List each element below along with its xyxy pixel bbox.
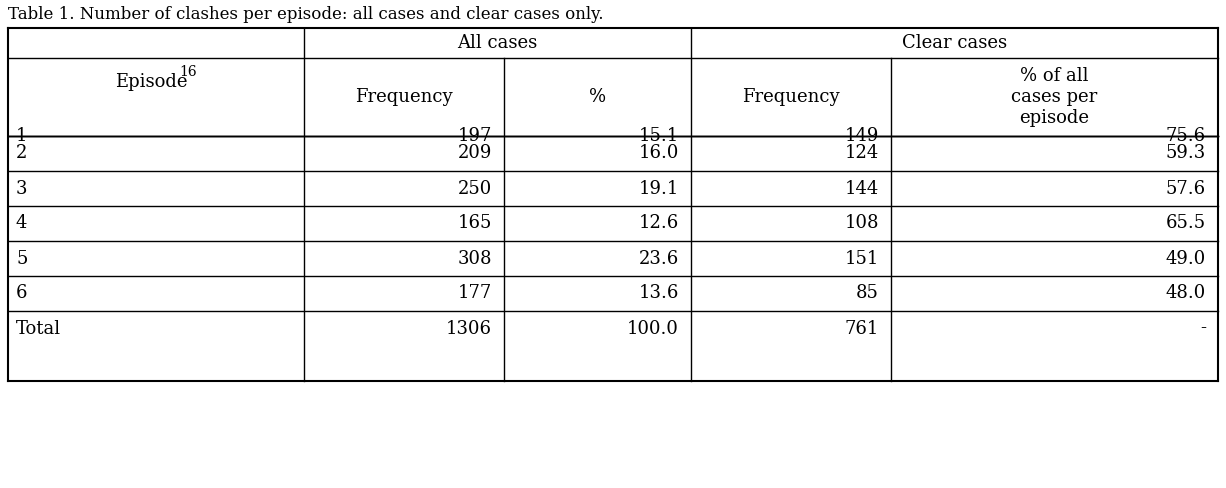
- Text: Episode: Episode: [115, 73, 188, 91]
- Text: 177: 177: [457, 285, 492, 303]
- Text: 13.6: 13.6: [639, 285, 679, 303]
- Text: 209: 209: [457, 144, 492, 163]
- Text: 49.0: 49.0: [1166, 249, 1206, 267]
- Text: 2: 2: [16, 144, 27, 163]
- Text: 761: 761: [845, 320, 879, 338]
- Text: 16: 16: [179, 65, 196, 79]
- Text: 57.6: 57.6: [1166, 180, 1206, 198]
- Text: -: -: [1200, 320, 1206, 338]
- Text: 6: 6: [16, 285, 27, 303]
- Text: Total: Total: [16, 320, 61, 338]
- Text: 165: 165: [457, 215, 492, 232]
- Text: Frequency: Frequency: [742, 88, 840, 106]
- Text: Frequency: Frequency: [356, 88, 452, 106]
- Text: Table 1. Number of clashes per episode: all cases and clear cases only.: Table 1. Number of clashes per episode: …: [9, 6, 603, 23]
- Text: 5: 5: [16, 249, 27, 267]
- Text: 149: 149: [845, 127, 879, 145]
- Text: Clear cases: Clear cases: [902, 34, 1007, 52]
- Text: 12.6: 12.6: [639, 215, 679, 232]
- Text: % of all
cases per
episode: % of all cases per episode: [1011, 67, 1097, 127]
- Text: 85: 85: [856, 285, 879, 303]
- Text: 1: 1: [16, 127, 27, 145]
- Text: 1306: 1306: [446, 320, 492, 338]
- Text: 15.1: 15.1: [639, 127, 679, 145]
- Text: 23.6: 23.6: [639, 249, 679, 267]
- Text: 4: 4: [16, 215, 27, 232]
- Text: 124: 124: [845, 144, 879, 163]
- Text: 65.5: 65.5: [1166, 215, 1206, 232]
- Text: 3: 3: [16, 180, 27, 198]
- Text: 250: 250: [457, 180, 492, 198]
- Text: All cases: All cases: [457, 34, 538, 52]
- Text: 48.0: 48.0: [1166, 285, 1206, 303]
- Text: 197: 197: [457, 127, 492, 145]
- Text: 308: 308: [457, 249, 492, 267]
- Text: 16.0: 16.0: [639, 144, 679, 163]
- Text: 151: 151: [845, 249, 879, 267]
- Text: 19.1: 19.1: [639, 180, 679, 198]
- Text: 108: 108: [845, 215, 879, 232]
- Text: %: %: [588, 88, 606, 106]
- Text: 144: 144: [845, 180, 879, 198]
- Text: 59.3: 59.3: [1166, 144, 1206, 163]
- Text: 100.0: 100.0: [628, 320, 679, 338]
- Text: 75.6: 75.6: [1166, 127, 1206, 145]
